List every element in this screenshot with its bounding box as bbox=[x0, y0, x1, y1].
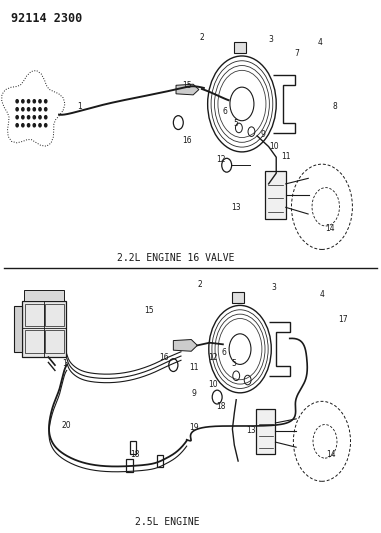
Text: 19: 19 bbox=[189, 423, 199, 432]
Circle shape bbox=[45, 124, 47, 127]
Circle shape bbox=[22, 116, 24, 119]
Polygon shape bbox=[176, 84, 199, 95]
Bar bbox=[256, 409, 275, 454]
Text: 16: 16 bbox=[159, 353, 169, 361]
Circle shape bbox=[27, 100, 30, 103]
Bar bbox=[232, 292, 244, 303]
Text: 13: 13 bbox=[246, 426, 256, 435]
Text: 2.5L ENGINE: 2.5L ENGINE bbox=[135, 516, 200, 527]
Bar bbox=[14, 306, 22, 352]
Text: 9: 9 bbox=[261, 130, 265, 139]
Circle shape bbox=[45, 100, 47, 103]
Text: 92114 2300: 92114 2300 bbox=[11, 12, 83, 25]
Text: 5: 5 bbox=[232, 359, 236, 368]
Bar bbox=[24, 290, 64, 301]
Bar bbox=[130, 441, 136, 454]
Text: 15: 15 bbox=[144, 306, 154, 314]
Bar bbox=[234, 42, 246, 53]
Text: 10: 10 bbox=[208, 381, 218, 389]
Text: 13: 13 bbox=[231, 204, 241, 212]
Bar bbox=[45, 304, 64, 326]
Circle shape bbox=[16, 116, 18, 119]
Circle shape bbox=[33, 116, 35, 119]
Bar bbox=[126, 459, 133, 472]
Text: 9: 9 bbox=[192, 389, 197, 398]
Text: 12: 12 bbox=[208, 353, 217, 361]
Text: 12: 12 bbox=[216, 156, 226, 164]
Circle shape bbox=[39, 100, 41, 103]
Text: 8: 8 bbox=[333, 102, 338, 111]
Circle shape bbox=[33, 124, 35, 127]
Text: 20: 20 bbox=[62, 421, 72, 430]
Circle shape bbox=[39, 116, 41, 119]
Bar bbox=[25, 304, 45, 326]
Text: 2: 2 bbox=[200, 33, 204, 42]
Bar bbox=[22, 301, 66, 357]
Text: 1: 1 bbox=[78, 102, 82, 111]
Text: 5: 5 bbox=[234, 119, 239, 128]
Bar bbox=[157, 455, 163, 467]
Text: 18: 18 bbox=[131, 450, 140, 458]
Text: 15: 15 bbox=[182, 81, 192, 90]
Circle shape bbox=[45, 116, 47, 119]
Circle shape bbox=[16, 100, 18, 103]
Text: 2: 2 bbox=[198, 280, 202, 289]
Text: 4: 4 bbox=[318, 38, 322, 47]
Text: 11: 11 bbox=[281, 152, 290, 161]
Circle shape bbox=[27, 116, 30, 119]
Polygon shape bbox=[173, 340, 197, 351]
Circle shape bbox=[39, 124, 41, 127]
Circle shape bbox=[33, 100, 35, 103]
Circle shape bbox=[33, 108, 35, 111]
Text: 16: 16 bbox=[182, 136, 192, 145]
Text: 10: 10 bbox=[269, 142, 279, 150]
Circle shape bbox=[27, 108, 30, 111]
Text: 1: 1 bbox=[62, 359, 67, 368]
Circle shape bbox=[22, 124, 24, 127]
Text: 18: 18 bbox=[216, 402, 226, 410]
Circle shape bbox=[22, 108, 24, 111]
Text: 3: 3 bbox=[272, 284, 277, 292]
Text: 7: 7 bbox=[295, 49, 299, 58]
Circle shape bbox=[39, 108, 41, 111]
Circle shape bbox=[22, 100, 24, 103]
Text: 11: 11 bbox=[190, 364, 199, 372]
Circle shape bbox=[16, 124, 18, 127]
Text: 14: 14 bbox=[325, 224, 335, 232]
Circle shape bbox=[16, 108, 18, 111]
Bar bbox=[265, 171, 286, 219]
Text: 14: 14 bbox=[327, 450, 336, 458]
Text: 17: 17 bbox=[338, 316, 348, 324]
Bar bbox=[45, 330, 64, 353]
Circle shape bbox=[27, 124, 30, 127]
Bar bbox=[25, 330, 45, 353]
Text: 6: 6 bbox=[222, 349, 226, 357]
Text: 6: 6 bbox=[223, 108, 227, 116]
Text: 4: 4 bbox=[320, 290, 324, 298]
Text: 3: 3 bbox=[268, 36, 273, 44]
Circle shape bbox=[45, 108, 47, 111]
Text: 2.2L ENGINE 16 VALVE: 2.2L ENGINE 16 VALVE bbox=[117, 253, 234, 263]
